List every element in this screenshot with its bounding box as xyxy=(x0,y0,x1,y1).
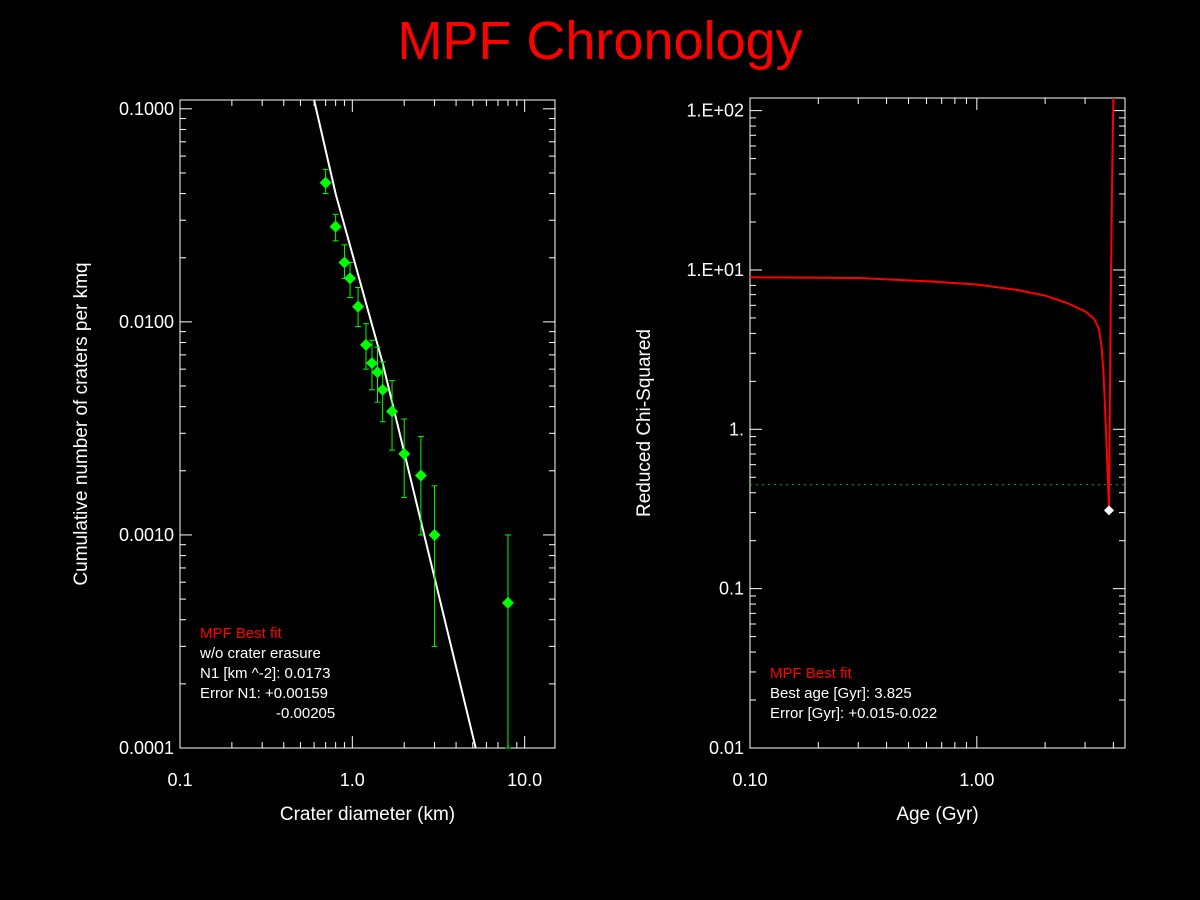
y-tick-label: 1. xyxy=(729,419,744,439)
data-point xyxy=(501,596,514,609)
annotation-heading: MPF Best fit xyxy=(770,665,853,682)
annotation-heading: MPF Best fit xyxy=(200,625,283,642)
x-axis-label: Crater diameter (km) xyxy=(280,804,455,825)
y-tick-label: 1.E+01 xyxy=(686,260,744,280)
x-tick-label: 0.1 xyxy=(167,770,192,790)
crater-size-frequency-plot: 0.1 1.0 10.0 0.0001 0.0010 0.0100 0.1000 Crater… xyxy=(71,99,556,825)
annotation-line: N1 [km ^-2]: 0.0173 xyxy=(200,665,330,682)
data-point xyxy=(359,338,372,351)
annotation-line: -0.00205 xyxy=(276,705,335,722)
annotation-line: Best age [Gyr]: 3.825 xyxy=(770,685,912,702)
y-tick-label: 0.01 xyxy=(709,738,744,758)
data-point xyxy=(352,300,365,313)
data-point xyxy=(371,366,384,379)
data-point xyxy=(319,176,332,189)
y-tick-label: 0.1000 xyxy=(119,99,174,119)
data-point xyxy=(398,447,411,460)
data-point xyxy=(344,272,357,285)
annotation-line: w/o crater erasure xyxy=(199,645,321,662)
best-fit-marker xyxy=(1103,505,1114,516)
data-point xyxy=(414,469,427,482)
data-point xyxy=(338,256,351,269)
chi-squared-age-plot: 0.10 1.00 0.01 0.1 1. 1.E+01 1.E+02 Age (Gyr) Re… xyxy=(634,97,1126,825)
annotation-line: Error N1: +0.00159 xyxy=(200,685,328,702)
data-point xyxy=(428,528,441,541)
x-tick-label: 10.0 xyxy=(507,770,542,790)
y-axis-label: Reduced Chi-Squared xyxy=(634,329,655,517)
plot-frame xyxy=(749,97,1126,749)
data-point xyxy=(386,405,399,418)
annotation-line: Error [Gyr]: +0.015-0.022 xyxy=(770,705,937,722)
x-axis-label: Age (Gyr) xyxy=(896,804,978,825)
y-tick-label: 0.0100 xyxy=(119,312,174,332)
fit-line xyxy=(313,100,477,748)
chart-title: MPF Chronology xyxy=(397,11,803,71)
y-tick-label: 0.0001 xyxy=(119,738,174,758)
x-tick-label: 1.00 xyxy=(959,770,994,790)
y-axis-label: Cumulative number of craters per kmq xyxy=(71,262,92,585)
y-tick-label: 0.1 xyxy=(719,579,744,599)
data-point xyxy=(365,357,378,370)
data-point xyxy=(376,383,389,396)
data-point xyxy=(329,220,342,233)
x-tick-label: 1.0 xyxy=(340,770,365,790)
plot-frame xyxy=(179,99,556,749)
x-tick-label: 0.10 xyxy=(732,770,767,790)
chi-squared-curve xyxy=(750,98,1115,511)
y-tick-label: 1.E+02 xyxy=(686,101,744,121)
y-tick-label: 0.0010 xyxy=(119,525,174,545)
